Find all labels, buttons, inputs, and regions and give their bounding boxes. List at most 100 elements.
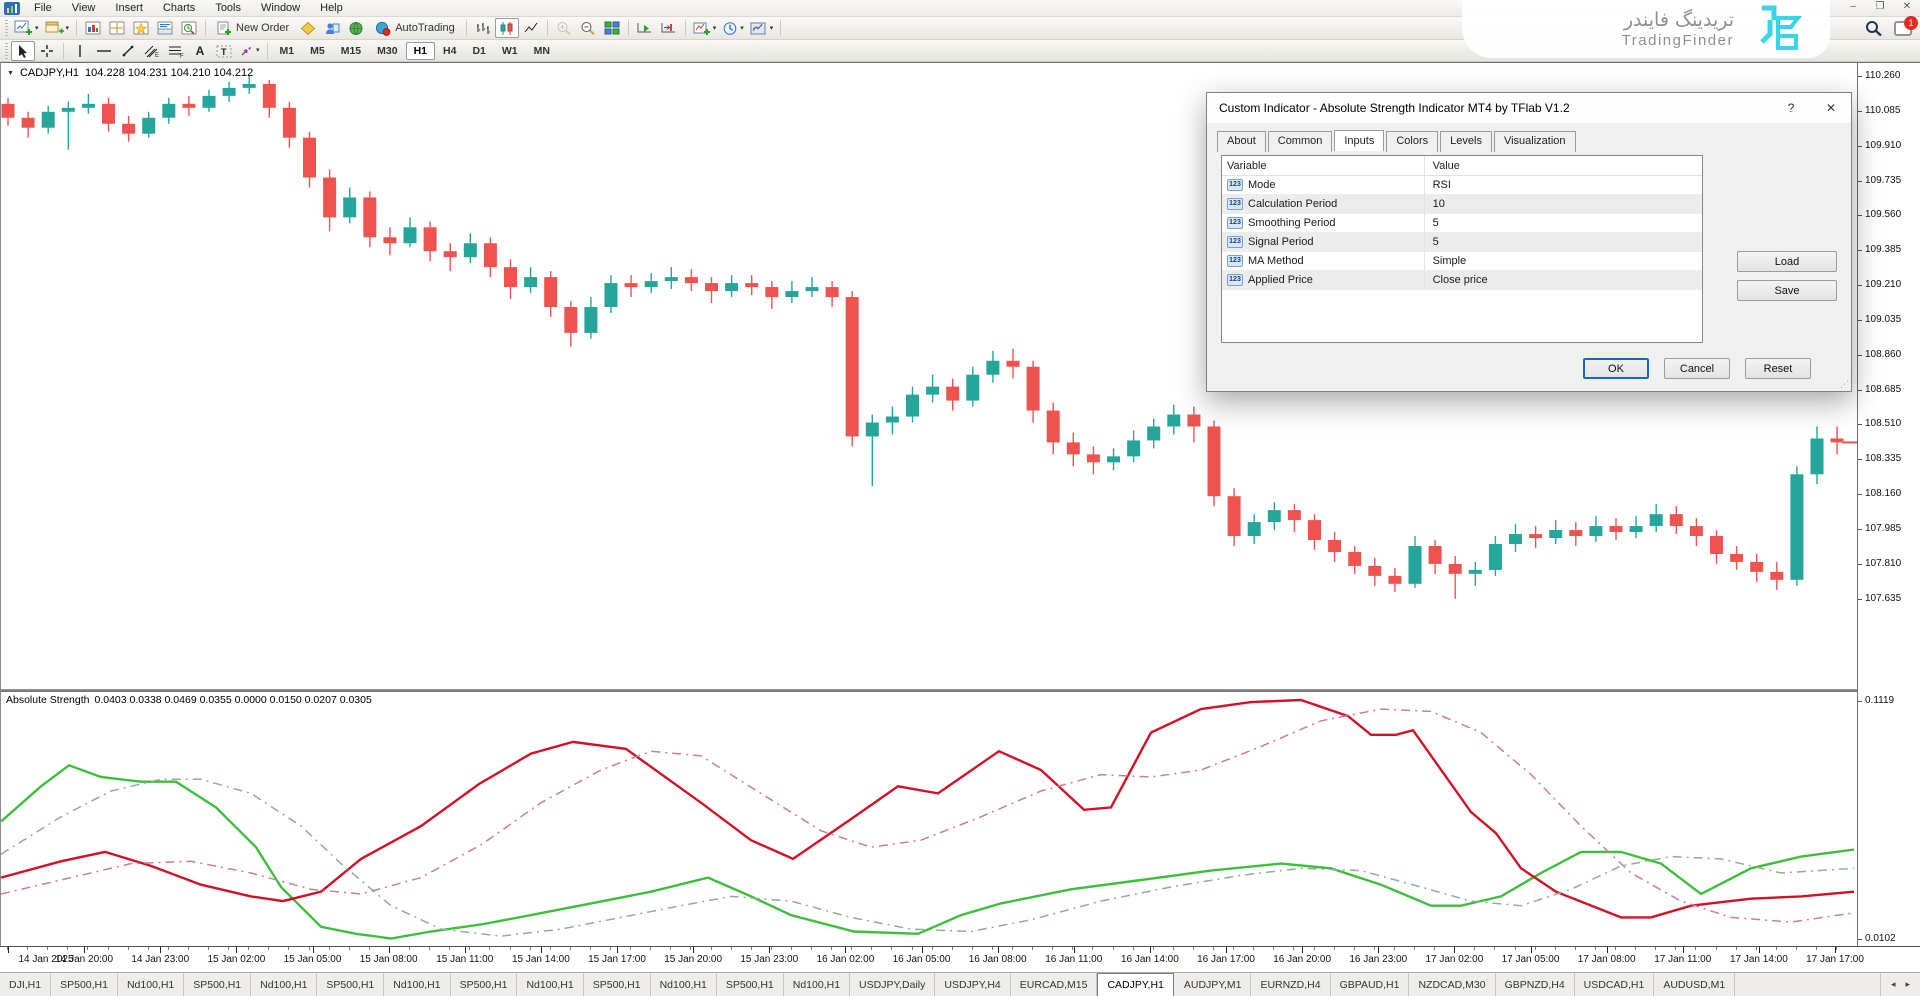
price-axis[interactable]: 110.260110.085109.910109.735109.560109.3…	[1857, 62, 1920, 946]
minimize-button[interactable]: –	[1846, 1, 1860, 12]
market-watch-button[interactable]	[81, 18, 105, 38]
data-window-button[interactable]	[105, 18, 129, 38]
dialog-tab-levels[interactable]: Levels	[1440, 131, 1492, 152]
auto-scroll-button[interactable]	[633, 18, 657, 38]
chart-tab-19[interactable]: GBPAUD,H1	[1331, 973, 1410, 996]
profiles-button[interactable]: ▾	[42, 18, 73, 38]
horizontal-line-button[interactable]	[92, 41, 116, 61]
chart-tab-14[interactable]: USDJPY,H4	[935, 973, 1010, 996]
dialog-tab-inputs[interactable]: Inputs	[1334, 130, 1384, 151]
menu-charts[interactable]: Charts	[153, 1, 205, 15]
load-button[interactable]: Load	[1737, 251, 1837, 272]
chart-tab-11[interactable]: SP500,H1	[717, 973, 784, 996]
close-button[interactable]: ✕	[1900, 1, 1914, 12]
candlestick-chart-button[interactable]	[495, 18, 519, 38]
chart-tab-18[interactable]: EURNZD,H4	[1251, 973, 1330, 996]
toolbar-grip[interactable]	[5, 43, 8, 59]
save-button[interactable]: Save	[1737, 280, 1837, 301]
fibonacci-button[interactable]: F	[164, 41, 188, 61]
timeframe-d1[interactable]: D1	[464, 42, 493, 60]
strategy-tester-button[interactable]	[177, 18, 201, 38]
search-icon[interactable]	[1865, 20, 1882, 37]
dialog-help-button[interactable]: ?	[1771, 93, 1811, 123]
dialog-tab-about[interactable]: About	[1217, 131, 1266, 152]
chart-tab-10[interactable]: Nd100,H1	[651, 973, 717, 996]
timeframe-h4[interactable]: H4	[435, 42, 464, 60]
dialog-title-bar[interactable]: Custom Indicator - Absolute Strength Ind…	[1207, 93, 1851, 123]
chart-tab-2[interactable]: Nd100,H1	[118, 973, 184, 996]
market-button[interactable]	[344, 18, 368, 38]
trendline-button[interactable]	[116, 41, 140, 61]
chart-tab-3[interactable]: SP500,H1	[184, 973, 251, 996]
menu-window[interactable]: Window	[251, 1, 310, 15]
restore-button[interactable]: ❐	[1873, 1, 1887, 12]
chart-tab-16[interactable]: CADJPY,H1	[1097, 973, 1173, 996]
chart-tab-8[interactable]: Nd100,H1	[517, 973, 583, 996]
chart-tab-4[interactable]: Nd100,H1	[251, 973, 317, 996]
text-button[interactable]: A	[188, 41, 212, 61]
chart-tab-7[interactable]: SP500,H1	[451, 973, 518, 996]
crosshair-button[interactable]	[35, 41, 59, 61]
autotrading-button[interactable]: AutoTrading	[368, 18, 462, 38]
input-row-mode[interactable]: 123ModeRSI	[1222, 176, 1702, 195]
chart-tab-6[interactable]: Nd100,H1	[384, 973, 450, 996]
timeframe-m5[interactable]: M5	[302, 42, 333, 60]
terminal-button[interactable]	[153, 18, 177, 38]
timeframe-mn[interactable]: MN	[526, 42, 558, 60]
timeframe-m1[interactable]: M1	[272, 42, 303, 60]
menu-help[interactable]: Help	[310, 1, 353, 15]
tab-scroll-left-icon[interactable]: ◂	[1891, 979, 1896, 990]
community-button[interactable]	[320, 18, 344, 38]
time-axis[interactable]: 14 Jan 202514 Jan 20:0014 Jan 23:0015 Ja…	[0, 946, 1920, 972]
chart-tab-12[interactable]: Nd100,H1	[784, 973, 850, 996]
dialog-tab-colors[interactable]: Colors	[1386, 131, 1438, 152]
new-order-button[interactable]: New Order	[210, 18, 296, 38]
menu-view[interactable]: View	[62, 1, 106, 15]
chart-tab-0[interactable]: DJI,H1	[0, 973, 51, 996]
vertical-line-button[interactable]	[68, 41, 92, 61]
chart-tab-22[interactable]: USDCAD,H1	[1575, 973, 1655, 996]
new-chart-button[interactable]: ▾	[11, 18, 42, 38]
dialog-resize-grip[interactable]: ⋰	[1840, 379, 1849, 390]
reset-button[interactable]: Reset	[1745, 358, 1811, 379]
chart-tab-20[interactable]: NZDCAD,M30	[1409, 973, 1495, 996]
ok-button[interactable]: OK	[1583, 358, 1649, 379]
line-chart-button[interactable]	[519, 18, 543, 38]
timeframe-w1[interactable]: W1	[494, 42, 526, 60]
zoom-in-button[interactable]	[552, 18, 576, 38]
equidistant-channel-button[interactable]: E	[140, 41, 164, 61]
indicators-button[interactable]: ▾	[690, 18, 720, 38]
metaeditor-button[interactable]	[296, 18, 320, 38]
dialog-tab-visualization[interactable]: Visualization	[1494, 131, 1576, 152]
chart-tab-23[interactable]: AUDUSD,M1	[1654, 973, 1735, 996]
text-label-button[interactable]: T	[212, 41, 236, 61]
bar-chart-button[interactable]	[471, 18, 495, 38]
menu-insert[interactable]: Insert	[105, 1, 153, 15]
input-row-applied-price[interactable]: 123Applied PriceClose price	[1222, 271, 1702, 290]
tile-windows-button[interactable]	[600, 18, 624, 38]
input-row-signal-period[interactable]: 123Signal Period5	[1222, 233, 1702, 252]
menu-file[interactable]: File	[24, 1, 62, 15]
timeframe-h1[interactable]: H1	[406, 42, 435, 60]
chat-icon[interactable]: 1	[1894, 21, 1912, 36]
input-row-smoothing-period[interactable]: 123Smoothing Period5	[1222, 214, 1702, 233]
cursor-button[interactable]	[11, 41, 35, 61]
chart-tab-5[interactable]: SP500,H1	[317, 973, 384, 996]
menu-tools[interactable]: Tools	[205, 1, 251, 15]
timeframe-m30[interactable]: M30	[369, 42, 405, 60]
navigator-button[interactable]	[129, 18, 153, 38]
chart-tab-9[interactable]: SP500,H1	[584, 973, 651, 996]
chart-tab-1[interactable]: SP500,H1	[51, 973, 118, 996]
cancel-button[interactable]: Cancel	[1664, 358, 1730, 379]
input-row-ma-method[interactable]: 123MA MethodSimple	[1222, 252, 1702, 271]
indicator-subwindow[interactable]: Absolute Strength 0.0403 0.0338 0.0469 0…	[1, 692, 1857, 946]
chart-tab-15[interactable]: EURCAD,M15	[1011, 973, 1098, 996]
arrows-button[interactable]: ▾	[236, 41, 263, 61]
tab-scroll-right-icon[interactable]: ▸	[1905, 979, 1910, 990]
toolbar-grip[interactable]	[5, 20, 8, 36]
zoom-out-button[interactable]	[576, 18, 600, 38]
chart-shift-button[interactable]	[657, 18, 681, 38]
templates-button[interactable]: ▾	[747, 18, 777, 38]
chart-menu-icon[interactable]: ▼	[7, 70, 14, 77]
input-row-calculation-period[interactable]: 123Calculation Period10	[1222, 195, 1702, 214]
